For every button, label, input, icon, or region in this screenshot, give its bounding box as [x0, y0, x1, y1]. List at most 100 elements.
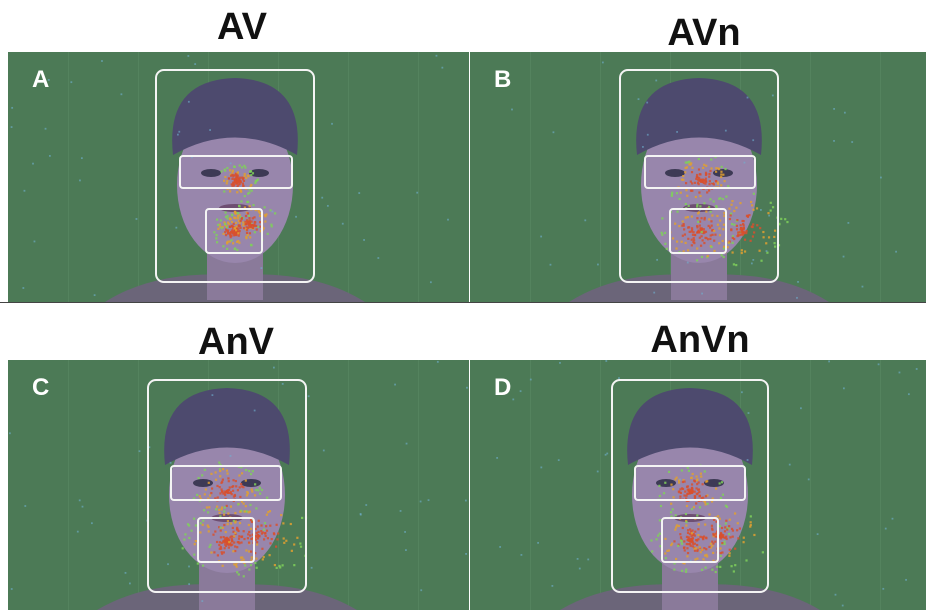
gaze-point	[260, 530, 263, 533]
gaze-point	[242, 502, 245, 505]
gaze-point	[682, 224, 685, 227]
gaze-point	[244, 214, 248, 218]
gaze-point	[262, 555, 265, 559]
gaze-point	[221, 478, 224, 481]
gaze-point	[244, 479, 247, 482]
gaze-point	[695, 475, 698, 478]
gaze-point	[176, 133, 179, 136]
gaze-point	[234, 221, 238, 224]
gaze-point	[739, 233, 742, 237]
gaze-point	[596, 470, 599, 473]
gaze-point	[753, 231, 756, 234]
gaze-point	[773, 242, 776, 245]
gaze-point	[677, 544, 680, 547]
gaze-point	[711, 228, 715, 232]
gaze-point	[740, 249, 743, 252]
gaze-point	[683, 540, 686, 543]
gaze-point	[220, 547, 223, 550]
gaze-point	[683, 228, 686, 231]
gaze-point	[264, 534, 267, 538]
gaze-point	[723, 245, 726, 248]
gaze-point	[248, 170, 252, 173]
gaze-point	[232, 495, 236, 498]
gaze-point	[733, 209, 736, 213]
gaze-point	[750, 262, 753, 265]
gaze-point	[256, 178, 260, 181]
gaze-point	[773, 245, 777, 248]
gaze-point	[735, 263, 738, 267]
gaze-point	[236, 571, 239, 574]
gaze-point	[733, 223, 736, 226]
gaze-point	[693, 549, 697, 552]
gaze-point	[701, 239, 704, 242]
gaze-point	[576, 557, 579, 560]
gaze-point	[718, 517, 721, 520]
gaze-point	[690, 535, 693, 538]
gaze-point	[238, 180, 242, 184]
gaze-point	[222, 179, 226, 182]
gaze-point	[704, 495, 708, 498]
right-eye	[713, 169, 733, 177]
gaze-point	[693, 534, 696, 537]
gaze-point	[427, 499, 430, 502]
gaze-point	[751, 235, 755, 238]
gaze-point	[237, 234, 240, 237]
gaze-point	[701, 180, 704, 183]
gaze-point	[496, 457, 499, 459]
gaze-point	[447, 218, 449, 221]
gaze-point	[664, 557, 667, 560]
gaze-point	[251, 470, 254, 473]
gaze-point	[684, 216, 687, 219]
gaze-point	[666, 549, 669, 552]
gaze-point	[708, 180, 711, 183]
gaze-point	[229, 231, 233, 234]
gaze-point	[834, 593, 837, 596]
gaze-point	[223, 221, 226, 224]
gaze-point	[405, 442, 408, 445]
gaze-point	[731, 251, 734, 254]
gaze-point	[245, 228, 249, 232]
gaze-point	[675, 247, 678, 250]
gaze-point	[209, 129, 212, 131]
gaze-point	[693, 239, 696, 242]
gaze-point	[227, 512, 230, 515]
gaze-point	[278, 564, 281, 568]
gaze-point	[691, 537, 694, 540]
gaze-point	[231, 177, 234, 180]
gaze-point	[221, 490, 224, 493]
gaze-point	[249, 224, 252, 227]
gaze-point	[246, 192, 250, 195]
gaze-point	[882, 587, 885, 590]
gaze-point	[687, 537, 690, 540]
gaze-point	[10, 588, 13, 590]
gaze-point	[664, 242, 667, 245]
gaze-point	[687, 469, 691, 472]
backdrop-line	[418, 52, 419, 302]
gaze-point	[731, 199, 734, 203]
gaze-point	[737, 231, 740, 234]
gaze-point	[727, 532, 731, 536]
gaze-point	[703, 231, 706, 234]
gaze-point	[678, 197, 681, 201]
gaze-point	[674, 478, 677, 481]
gaze-point	[843, 111, 846, 114]
gaze-point	[341, 222, 344, 225]
gaze-point	[663, 231, 667, 235]
gaze-point	[695, 177, 698, 180]
gaze-point	[697, 230, 701, 234]
gaze-point	[224, 215, 228, 219]
gaze-point	[696, 247, 699, 250]
gaze-point	[236, 214, 240, 218]
gaze-point	[191, 156, 193, 159]
aoi-eyes-box	[170, 465, 282, 501]
gaze-point	[681, 234, 684, 237]
gaze-point	[685, 535, 689, 538]
gaze-point	[713, 249, 716, 253]
gaze-point	[236, 526, 239, 529]
gaze-point	[227, 477, 230, 480]
gaze-point	[706, 254, 709, 258]
gaze-point	[225, 229, 228, 232]
gaze-point	[230, 213, 234, 216]
gaze-point	[253, 223, 256, 226]
gaze-point	[660, 231, 663, 234]
